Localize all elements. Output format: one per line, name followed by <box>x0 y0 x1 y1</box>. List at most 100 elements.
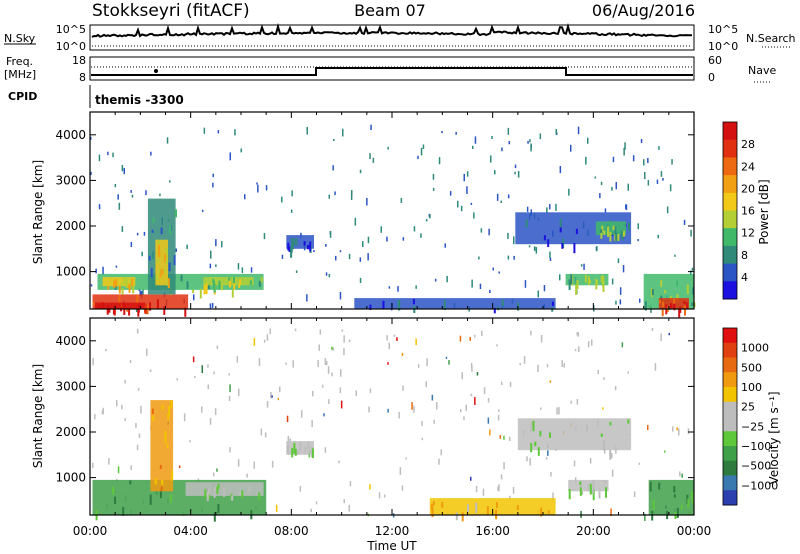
velocity-region-texture <box>431 507 434 518</box>
velocity-speck <box>387 408 389 413</box>
power-region-texture <box>175 209 177 218</box>
velocity-speck <box>264 432 267 438</box>
power-speck <box>291 190 293 197</box>
power-region-texture <box>664 290 667 294</box>
velocity-speck <box>578 346 580 352</box>
power-speck <box>114 184 117 188</box>
power-speck <box>530 143 532 152</box>
velocity-region-texture <box>166 444 169 448</box>
velocity-region-texture <box>307 442 310 450</box>
velocity-region-texture <box>311 448 314 459</box>
power-colorbar-swatch <box>723 122 737 141</box>
power-region-texture <box>167 278 170 289</box>
velocity-speck <box>474 397 476 405</box>
velocity-region-texture <box>164 430 167 435</box>
velocity-region-texture <box>540 507 543 517</box>
power-region-texture <box>692 287 695 295</box>
power-speck <box>438 157 441 165</box>
power-ytick-label: 3000 <box>55 173 86 187</box>
power-speck <box>615 300 617 305</box>
power-region-texture <box>180 274 183 282</box>
power-region-texture <box>118 295 121 305</box>
power-speck <box>240 148 242 153</box>
velocity-speck <box>327 366 330 374</box>
velocity-speck <box>576 399 579 405</box>
velocity-speck <box>460 409 462 413</box>
velocity-region-texture <box>691 495 694 504</box>
velocity-speck <box>348 504 350 512</box>
velocity-speck <box>216 345 219 349</box>
power-regions <box>92 198 696 318</box>
power-speck <box>489 289 491 294</box>
power-region-texture <box>661 308 664 317</box>
power-region-texture <box>595 279 598 290</box>
velocity-colorbar-swatch <box>723 446 737 462</box>
velocity-speck <box>286 415 289 423</box>
velocity-region-texture <box>239 491 242 496</box>
velocity-speck <box>399 467 402 475</box>
power-region-texture <box>559 218 562 228</box>
power-speck <box>130 190 132 193</box>
power-region-texture <box>128 284 131 293</box>
velocity-speck <box>341 329 344 332</box>
power-speck <box>211 302 214 308</box>
power-region-texture <box>679 306 682 313</box>
power-speck <box>90 171 92 175</box>
velocity-speck <box>324 447 327 453</box>
power-region-texture <box>229 279 232 288</box>
velocity-speck <box>130 465 132 471</box>
power-speck <box>186 244 188 250</box>
velocity-speck <box>499 435 502 439</box>
power-speck <box>420 233 422 238</box>
power-speck <box>432 187 435 191</box>
power-colorbar: 4 8 12 16 20 24 28 <box>722 121 755 300</box>
power-speck <box>175 248 177 252</box>
velocity-region-texture <box>546 443 549 449</box>
velocity-speck <box>393 334 396 337</box>
power-colorbar-tick: 16 <box>741 205 755 218</box>
velocity-colorbar-label: Velocity [m s⁻¹] <box>767 391 781 484</box>
power-region <box>354 298 556 309</box>
velocity-speck <box>621 342 624 348</box>
power-region-texture <box>150 267 153 278</box>
power-region-texture <box>443 299 446 310</box>
power-colorbar-swatch <box>723 245 737 265</box>
power-region-texture <box>151 229 154 233</box>
velocity-speck <box>207 364 209 368</box>
power-region-texture <box>97 305 100 309</box>
nsky-tick-top: 10^5 <box>56 23 86 36</box>
velocity-speck <box>503 435 505 440</box>
velocity-speck <box>496 344 498 347</box>
power-region-texture <box>156 299 159 310</box>
power-speck <box>420 147 423 156</box>
power-region-texture <box>612 225 615 231</box>
power-speck <box>244 194 246 200</box>
power-speck <box>107 151 109 156</box>
power-speck <box>559 274 561 281</box>
velocity-speck <box>402 385 404 391</box>
velocity-speck <box>183 413 186 422</box>
velocity-speck <box>638 462 641 465</box>
power-colorbar-swatch <box>723 210 737 229</box>
velocity-speck <box>668 333 670 336</box>
power-speck <box>507 127 510 135</box>
power-speck <box>471 279 473 288</box>
power-region-texture <box>673 298 676 307</box>
power-region-texture <box>669 303 672 309</box>
power-region-texture <box>602 284 605 293</box>
power-speck <box>494 170 496 175</box>
power-speck <box>325 244 327 247</box>
velocity-region-texture <box>204 489 207 499</box>
power-speck <box>639 298 641 303</box>
velocity-region-texture <box>231 495 234 501</box>
velocity-speck <box>263 339 266 343</box>
beam-label: Beam 07 <box>354 1 426 20</box>
velocity-region-texture <box>149 494 152 505</box>
power-region-texture <box>228 277 231 281</box>
power-ytick-label: 1000 <box>55 265 86 279</box>
power-colorbar-swatch <box>723 139 737 158</box>
power-speck <box>295 270 298 273</box>
power-speck <box>623 147 625 156</box>
power-region-texture <box>685 302 688 309</box>
power-region-texture <box>123 304 126 315</box>
